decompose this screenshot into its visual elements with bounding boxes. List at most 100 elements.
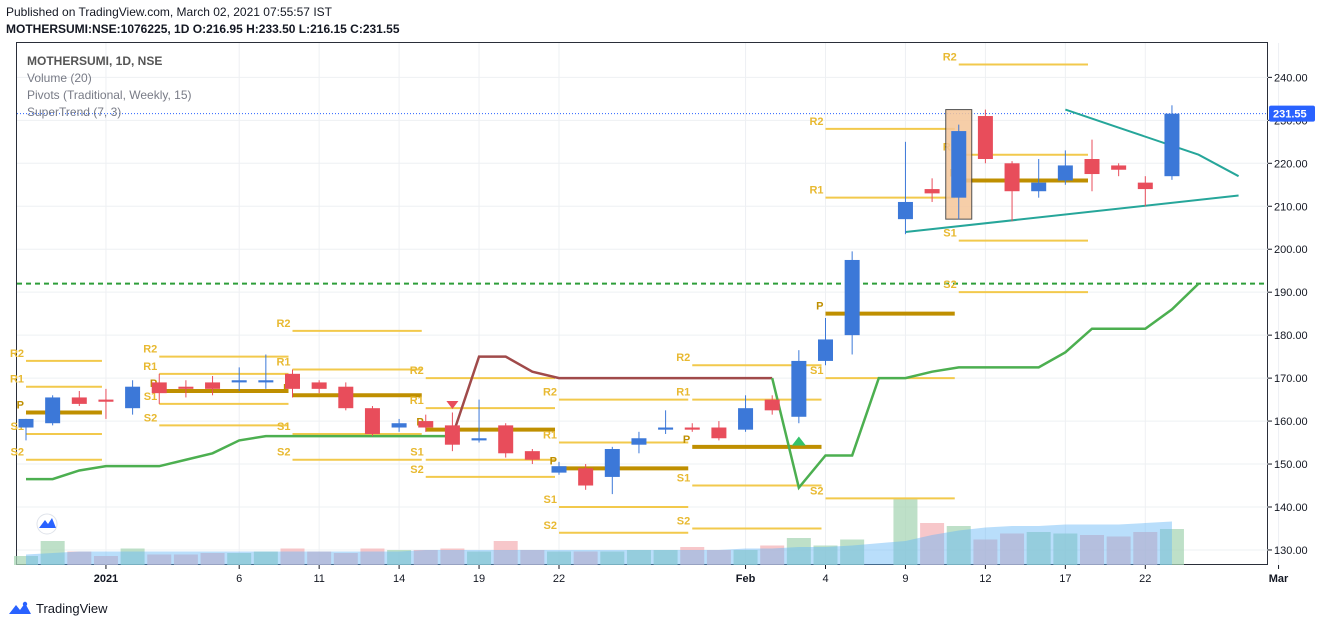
candle-body[interactable] — [498, 425, 514, 454]
candle-body[interactable] — [418, 421, 434, 428]
supertrend-down-line — [451, 355, 773, 437]
pivot-label-s2: S2 — [677, 515, 690, 527]
x-tick-label: 9 — [902, 573, 908, 585]
signals — [36, 401, 806, 535]
candle-body[interactable] — [844, 259, 860, 336]
candle-body[interactable] — [1084, 159, 1100, 175]
candle-body[interactable] — [71, 397, 87, 404]
candle-body[interactable] — [897, 201, 913, 220]
candle-body[interactable] — [18, 418, 34, 428]
candles — [18, 105, 1180, 495]
candle-body[interactable] — [258, 380, 274, 383]
candle-body[interactable] — [444, 425, 460, 445]
pivot-label-r1: R1 — [676, 387, 690, 399]
candle-body[interactable] — [658, 427, 674, 430]
candle-body[interactable] — [631, 438, 647, 445]
footer-brand[interactable]: TradingView — [8, 600, 108, 616]
volume-bar — [40, 541, 65, 565]
volume-bar — [653, 550, 678, 565]
legend-supertrend[interactable]: SuperTrend (7, 3) — [27, 105, 122, 119]
candle-body[interactable] — [551, 466, 567, 473]
candle-body[interactable] — [1057, 165, 1073, 181]
candle-body[interactable] — [364, 408, 380, 434]
volume-bar — [67, 551, 92, 565]
candle-body[interactable] — [285, 373, 300, 389]
volume-bar — [600, 551, 625, 565]
supertrend-up-line — [770, 282, 1200, 491]
candle-body[interactable] — [391, 423, 407, 428]
legend-volume[interactable]: Volume (20) — [27, 71, 92, 85]
triangle-lower-line — [905, 194, 1239, 234]
volume-ma — [26, 521, 1172, 565]
legend-title: MOTHERSUMI, 1D, NSE — [27, 54, 163, 68]
pivot-label-s1: S1 — [144, 391, 157, 403]
candle-body[interactable] — [924, 189, 940, 194]
candle-body[interactable] — [524, 451, 540, 460]
volume-bar — [1133, 532, 1158, 565]
pivot-label-r2: R2 — [676, 352, 690, 364]
pivot-label-r2: R2 — [943, 51, 957, 63]
volume-bar — [333, 553, 358, 565]
candle-body[interactable] — [311, 382, 327, 389]
symbol-label: MOTHERSUMI:NSE:1076225, 1D — [6, 22, 190, 36]
y-tick-label: 130.00 — [1274, 545, 1308, 557]
x-tick-label: 2021 — [94, 573, 118, 585]
candle-body[interactable] — [738, 408, 754, 430]
pivot-label-r2: R2 — [410, 365, 424, 377]
candle-body[interactable] — [604, 449, 620, 477]
x-tick-label: 22 — [553, 573, 565, 585]
candle-body[interactable] — [338, 386, 354, 409]
pivot-label-p: P — [17, 399, 24, 411]
volume-bar — [893, 497, 918, 565]
volume-bar — [1053, 533, 1078, 565]
horizontal-line — [17, 113, 1268, 285]
y-tick-label: 210.00 — [1274, 201, 1308, 213]
candle-body[interactable] — [977, 116, 993, 159]
volume-bar — [573, 551, 598, 565]
x-tick-label: 17 — [1059, 573, 1071, 585]
triangle-upper-line — [1065, 108, 1240, 178]
pivot-label-r1: R1 — [410, 395, 424, 407]
volume-bar — [387, 550, 412, 565]
volume-bar — [200, 553, 225, 565]
candle-body[interactable] — [205, 382, 221, 389]
candle-body[interactable] — [1004, 163, 1020, 192]
pivot-label-s2: S2 — [144, 412, 157, 424]
candle-body[interactable] — [231, 380, 247, 383]
last-price-tag — [1269, 105, 1315, 122]
grid — [17, 43, 1280, 565]
candle-body[interactable] — [1164, 113, 1180, 177]
footer-brand-label: TradingView — [36, 600, 108, 616]
y-tick-label: 170.00 — [1274, 373, 1308, 385]
indicator-legend: MOTHERSUMI, 1D, NSE Volume (20) Pivots (… — [27, 53, 192, 121]
volume-bar — [946, 526, 971, 565]
candle-body[interactable] — [684, 427, 700, 430]
candle-body[interactable] — [578, 468, 594, 486]
candle-body[interactable] — [951, 131, 967, 198]
candle-body[interactable] — [818, 339, 833, 361]
pivot-label-r1: R1 — [10, 374, 24, 386]
legend-pivots[interactable]: Pivots (Traditional, Weekly, 15) — [27, 88, 192, 102]
candle-body[interactable] — [1111, 165, 1127, 170]
candle-body[interactable] — [151, 382, 167, 394]
candle-body[interactable] — [471, 438, 487, 441]
volume-bar — [1106, 536, 1131, 565]
volume-ma-area — [26, 521, 1172, 565]
x-tick-label: 4 — [822, 573, 828, 585]
candle-body[interactable] — [764, 399, 780, 411]
candle-body[interactable] — [791, 360, 807, 417]
candle-body[interactable] — [711, 427, 727, 439]
ohlc-values: O:216.95 H:233.50 L:216.15 C:231.55 — [192, 22, 400, 36]
y-tick-label: 240.00 — [1274, 72, 1308, 84]
pivot-label-p: P — [550, 455, 557, 467]
candle-body[interactable] — [45, 397, 61, 424]
tradingview-logo-icon — [9, 601, 31, 614]
pivot-label-s1: S1 — [410, 447, 423, 459]
candle-body[interactable] — [1137, 182, 1153, 190]
last-price-label: 231.55 — [1273, 109, 1307, 121]
candle-body[interactable] — [178, 386, 194, 389]
candle-body[interactable] — [125, 386, 141, 409]
candle-body[interactable] — [1031, 182, 1047, 192]
candle-body[interactable] — [98, 399, 114, 402]
